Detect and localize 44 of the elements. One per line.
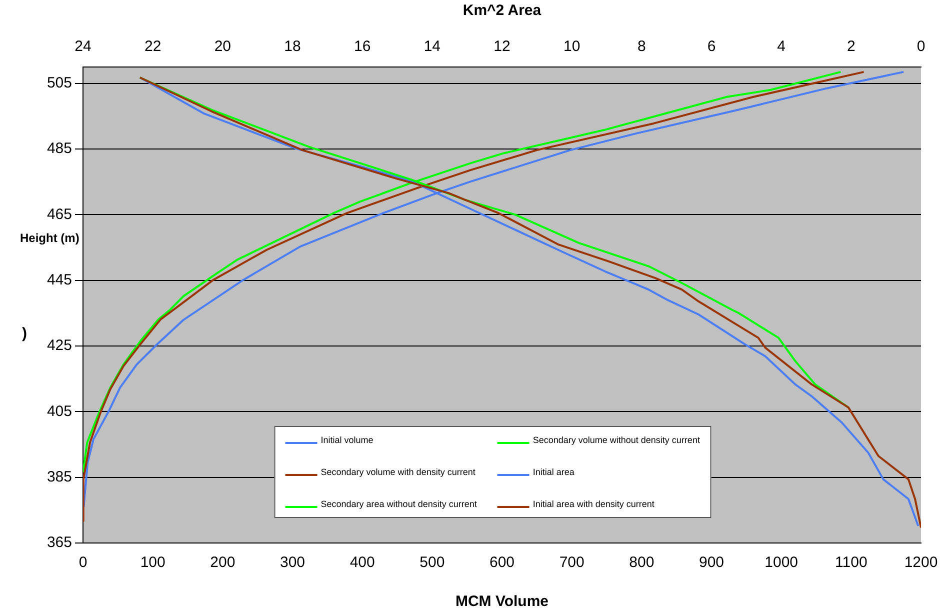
x2-tick-label: 18 bbox=[284, 38, 301, 56]
legend-label: Secondary volume without density current bbox=[532, 435, 700, 445]
x-tick-label: 400 bbox=[350, 554, 375, 572]
x2-tick-label: 14 bbox=[424, 38, 441, 56]
x-tick-label: 0 bbox=[78, 554, 88, 572]
x2-axis-title: Km^2 Area bbox=[462, 2, 542, 20]
x-tick-label: 1100 bbox=[835, 554, 868, 572]
x2-tick-label: 8 bbox=[637, 38, 646, 56]
legend-label: Secondary area without density current bbox=[320, 499, 477, 509]
y-tick-label: 485 bbox=[46, 140, 72, 158]
x-tick-label: 500 bbox=[420, 554, 445, 572]
x-tick-label: 1000 bbox=[764, 554, 798, 572]
x-tick-label: 800 bbox=[629, 554, 654, 572]
y-tick-label: 505 bbox=[46, 74, 72, 92]
x-tick-label: 100 bbox=[140, 554, 166, 572]
legend-label: Initial area with density current bbox=[532, 499, 654, 509]
x2-tick-label: 10 bbox=[563, 38, 580, 56]
x2-tick-label: 0 bbox=[916, 38, 926, 56]
x-tick-label: 600 bbox=[489, 554, 515, 572]
x-axis-title: MCM Volume bbox=[455, 593, 549, 610]
x-tick-label: 700 bbox=[559, 554, 584, 572]
text: ) bbox=[22, 325, 27, 342]
legend-label: Initial area bbox=[532, 467, 574, 477]
x-tick-label: 200 bbox=[210, 554, 236, 572]
legend-label: Secondary volume with density current bbox=[320, 467, 476, 477]
y-tick-label: 425 bbox=[46, 337, 72, 354]
y-tick-label: 385 bbox=[46, 468, 72, 486]
x-tick-label: 1200 bbox=[904, 554, 938, 572]
x2-tick-label: 24 bbox=[74, 38, 92, 56]
y-tick-label: 365 bbox=[46, 534, 72, 552]
y-axis-title: Height (m) bbox=[20, 231, 80, 245]
x2-tick-label: 2 bbox=[846, 38, 856, 56]
y-tick-label: 465 bbox=[46, 206, 72, 223]
y-tick-label: 445 bbox=[46, 272, 72, 289]
x-tick-label: 900 bbox=[698, 554, 724, 572]
legend-label: Initial volume bbox=[320, 435, 374, 445]
x2-tick-label: 6 bbox=[707, 38, 716, 56]
x2-tick-label: 4 bbox=[777, 38, 786, 56]
x-tick-label: 300 bbox=[280, 554, 306, 572]
x2-tick-label: 22 bbox=[144, 38, 162, 56]
x2-tick-label: 16 bbox=[354, 38, 371, 56]
x2-tick-label: 12 bbox=[494, 38, 510, 56]
x2-tick-label: 20 bbox=[214, 38, 232, 56]
y-tick-label: 405 bbox=[46, 402, 72, 420]
